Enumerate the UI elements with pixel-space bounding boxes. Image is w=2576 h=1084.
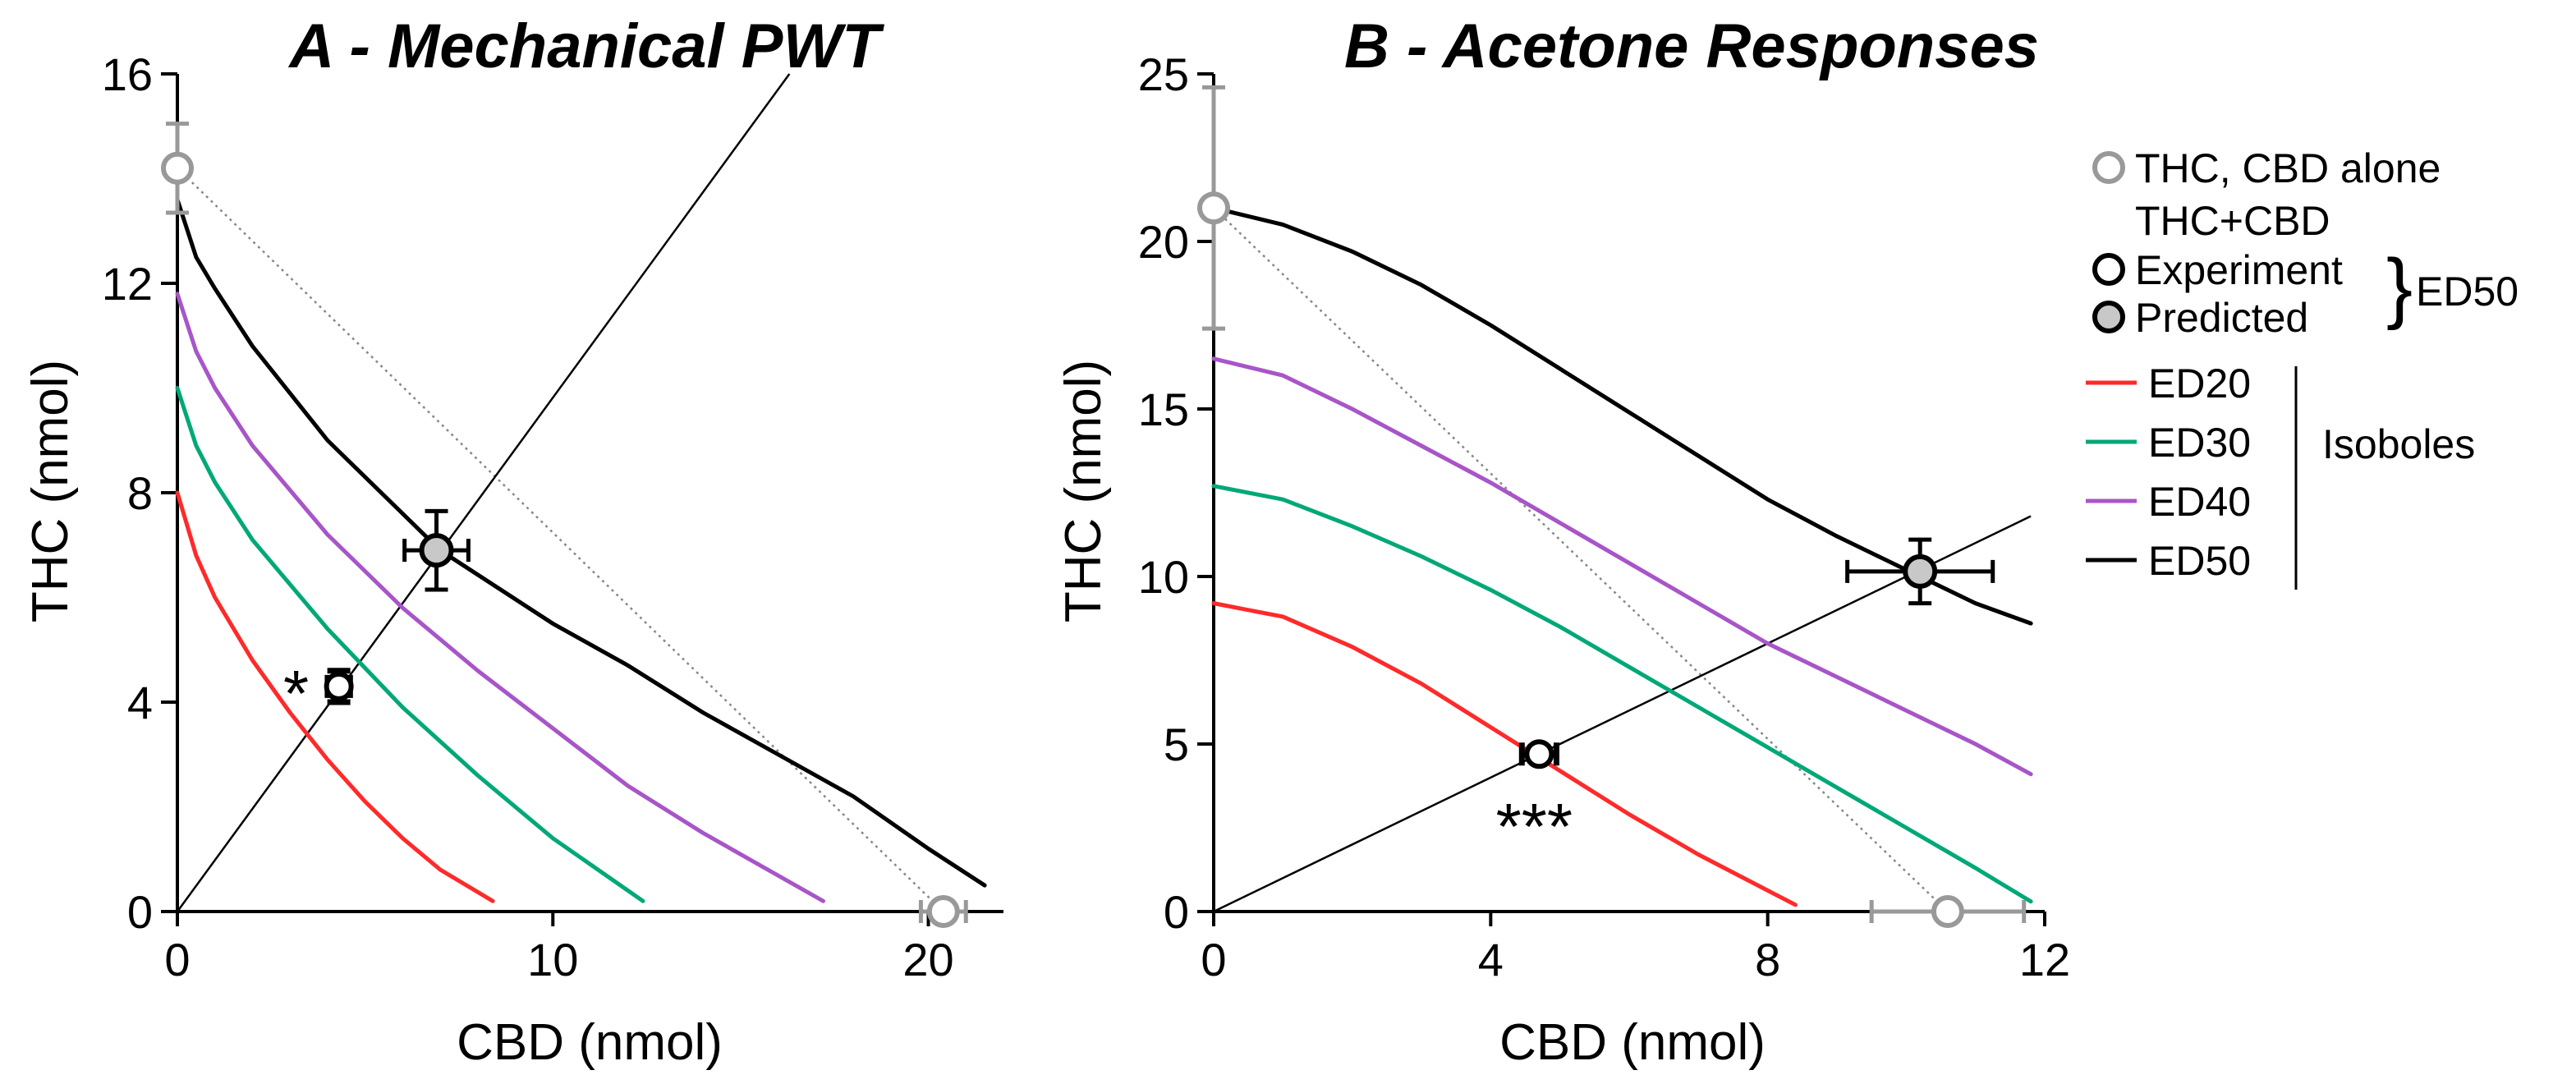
panel-a-additivity-line (177, 167, 944, 912)
panel-a-predicted-point (419, 533, 454, 568)
panel-b-xtick-label: 8 (1755, 934, 1780, 985)
panel-a-ytick-label: 0 (127, 886, 153, 938)
legend-ed20-label: ED20 (2148, 361, 2251, 406)
panel-a-ylabel: THC (nmol) (22, 360, 79, 622)
panel-b-ytick-label: 15 (1138, 384, 1189, 435)
panel-b-alone-point (1197, 191, 1230, 225)
panel-a-ytick-label: 8 (127, 467, 153, 519)
panel-a-isobole-ed50 (175, 197, 987, 888)
legend-ed50-group-label: ED50 (2416, 269, 2519, 315)
panel-a-xtick-label: 0 (164, 934, 190, 985)
panel-a-significance-annotation: * (283, 657, 309, 730)
panel-a-title: A - Mechanical PWT (287, 11, 884, 81)
panel-a-ytick-label: 16 (102, 48, 153, 100)
legend-ed40-label: ED40 (2148, 479, 2251, 525)
legend-experiment-label: Experiment (2135, 247, 2343, 293)
panel-a-xlabel: CBD (nmol) (457, 1014, 723, 1071)
legend-predicted-label: Predicted (2135, 295, 2308, 341)
panel-b-additivity-line (1213, 207, 1949, 912)
legend-alone-label: THC, CBD alone (2135, 145, 2441, 191)
panel-b-significance-annotation: *** (1496, 790, 1573, 863)
panel-a-ytick-label: 4 (127, 677, 153, 728)
panel-a-alone-point (926, 895, 960, 928)
panel-b-isobole-ed40 (1211, 356, 2033, 777)
panel-b: B - Acetone Responses CBD (nmol) THC (nm… (1055, 11, 2070, 1071)
panel-a: A - Mechanical PWT CBD (nmol) THC (nmol)… (22, 11, 1003, 1071)
panel-b-ytick-label: 10 (1138, 551, 1189, 603)
panel-b-xlabel: CBD (nmol) (1499, 1014, 1766, 1071)
panel-b-title: B - Acetone Responses (1344, 11, 2039, 81)
panel-b-isobole-ed30 (1211, 484, 2033, 904)
panel-b-xtick-label: 4 (1478, 934, 1504, 985)
panel-b-ytick-label: 5 (1164, 719, 1189, 770)
panel-b-ytick-label: 25 (1138, 48, 1189, 100)
legend-experiment-marker (2092, 253, 2125, 286)
panel-b-experiment-point (1524, 739, 1554, 769)
panel-b-ylabel: THC (nmol) (1055, 360, 1112, 622)
legend-alone-marker (2092, 151, 2125, 184)
panel-b-xtick-label: 0 (1201, 934, 1226, 985)
panel-b-ytick-label: 20 (1138, 216, 1189, 268)
legend-predicted-marker (2092, 301, 2125, 333)
panel-a-combination-line (176, 73, 791, 912)
legend-ed30-label: ED30 (2148, 420, 2251, 466)
panel-b-isobole-ed20 (1211, 601, 1798, 907)
panel-a-isobole-ed30 (175, 386, 645, 903)
panel-b-combination-line (1213, 515, 2032, 913)
panel-a-ytick-label: 12 (102, 258, 153, 310)
panel-a-isobole-ed20 (175, 490, 495, 903)
legend-ed50-label: ED50 (2148, 538, 2251, 584)
legend-isoboles: ED20 ED30 ED40 ED50 (2086, 361, 2251, 584)
panel-a-experiment-point (324, 671, 354, 701)
panel-b-ytick-label: 0 (1164, 886, 1189, 938)
panel-a-alone-point (161, 151, 194, 185)
panel-a-xtick-label: 10 (527, 934, 578, 985)
panel-b-xtick-label: 12 (2019, 934, 2070, 985)
panel-a-plot: 0 10 20 0 4 8 12 16 * (102, 48, 1003, 985)
legend-isoboles-group-label: Isoboles (2322, 421, 2475, 467)
panel-b-plot: 0 4 8 12 0 5 10 15 20 25 *** (1138, 48, 2070, 985)
panel-a-xtick-label: 20 (902, 934, 953, 985)
legend: THC, CBD alone THC+CBD Experiment Predic… (2086, 145, 2519, 590)
panel-a-isobole-ed40 (175, 292, 826, 903)
panel-b-alone-point (1931, 895, 1964, 928)
legend-ed50-brace: } (2386, 243, 2413, 331)
panel-b-predicted-point (1903, 553, 1938, 589)
legend-combo-label: THC+CBD (2135, 198, 2330, 244)
